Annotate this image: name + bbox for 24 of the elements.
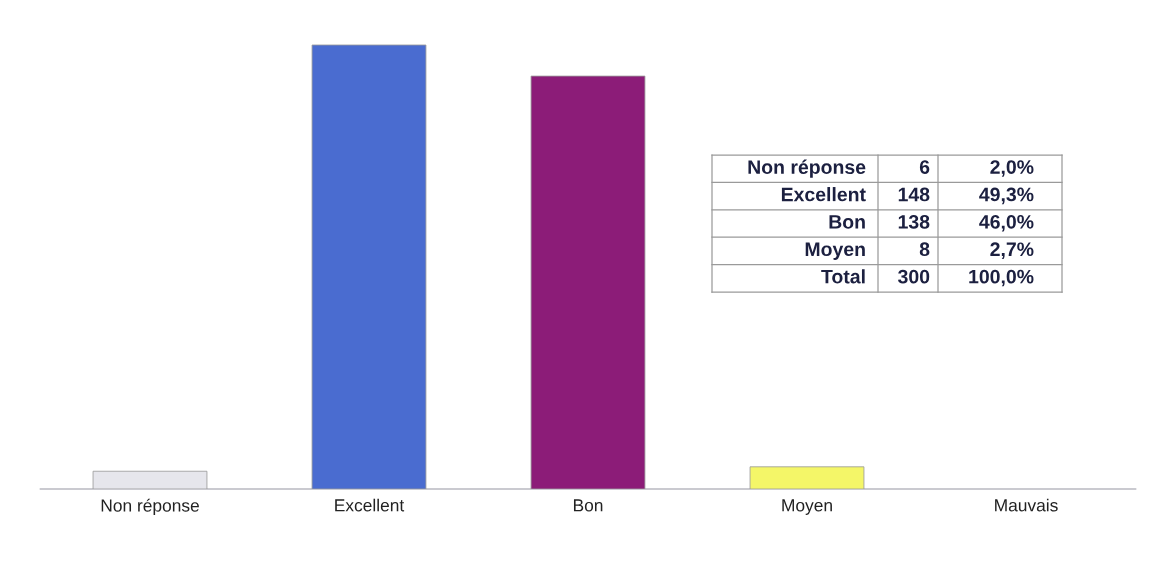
annotation: 148 bbox=[898, 187, 930, 202]
annotation: Moyen bbox=[805, 242, 865, 260]
annotation: 100,0% bbox=[969, 269, 1034, 287]
x-tick-label: Bon bbox=[573, 499, 603, 512]
annotation: Total bbox=[821, 269, 865, 284]
annotation: 49,3% bbox=[979, 187, 1034, 205]
x-tick-label: Non réponse bbox=[101, 498, 199, 516]
annotation: 46,0% bbox=[979, 214, 1034, 232]
bar bbox=[92, 470, 208, 489]
x-tick-label: Mauvais bbox=[995, 498, 1058, 512]
annotation: 8 bbox=[919, 242, 930, 257]
bar bbox=[530, 75, 646, 489]
annotation: 300 bbox=[898, 269, 930, 284]
annotation: 2,7% bbox=[990, 242, 1034, 259]
annotation: Bon bbox=[829, 215, 865, 229]
x-tick-label: Excellent bbox=[335, 498, 405, 512]
annotation: Excellent bbox=[781, 187, 866, 202]
annotation: 138 bbox=[898, 214, 930, 229]
bar bbox=[749, 466, 865, 489]
annotation: 6 bbox=[919, 160, 930, 174]
x-tick-label: Moyen bbox=[782, 499, 832, 515]
annotation: Non réponse bbox=[748, 159, 866, 178]
bar bbox=[311, 44, 427, 489]
annotation: 2,0% bbox=[990, 160, 1034, 177]
